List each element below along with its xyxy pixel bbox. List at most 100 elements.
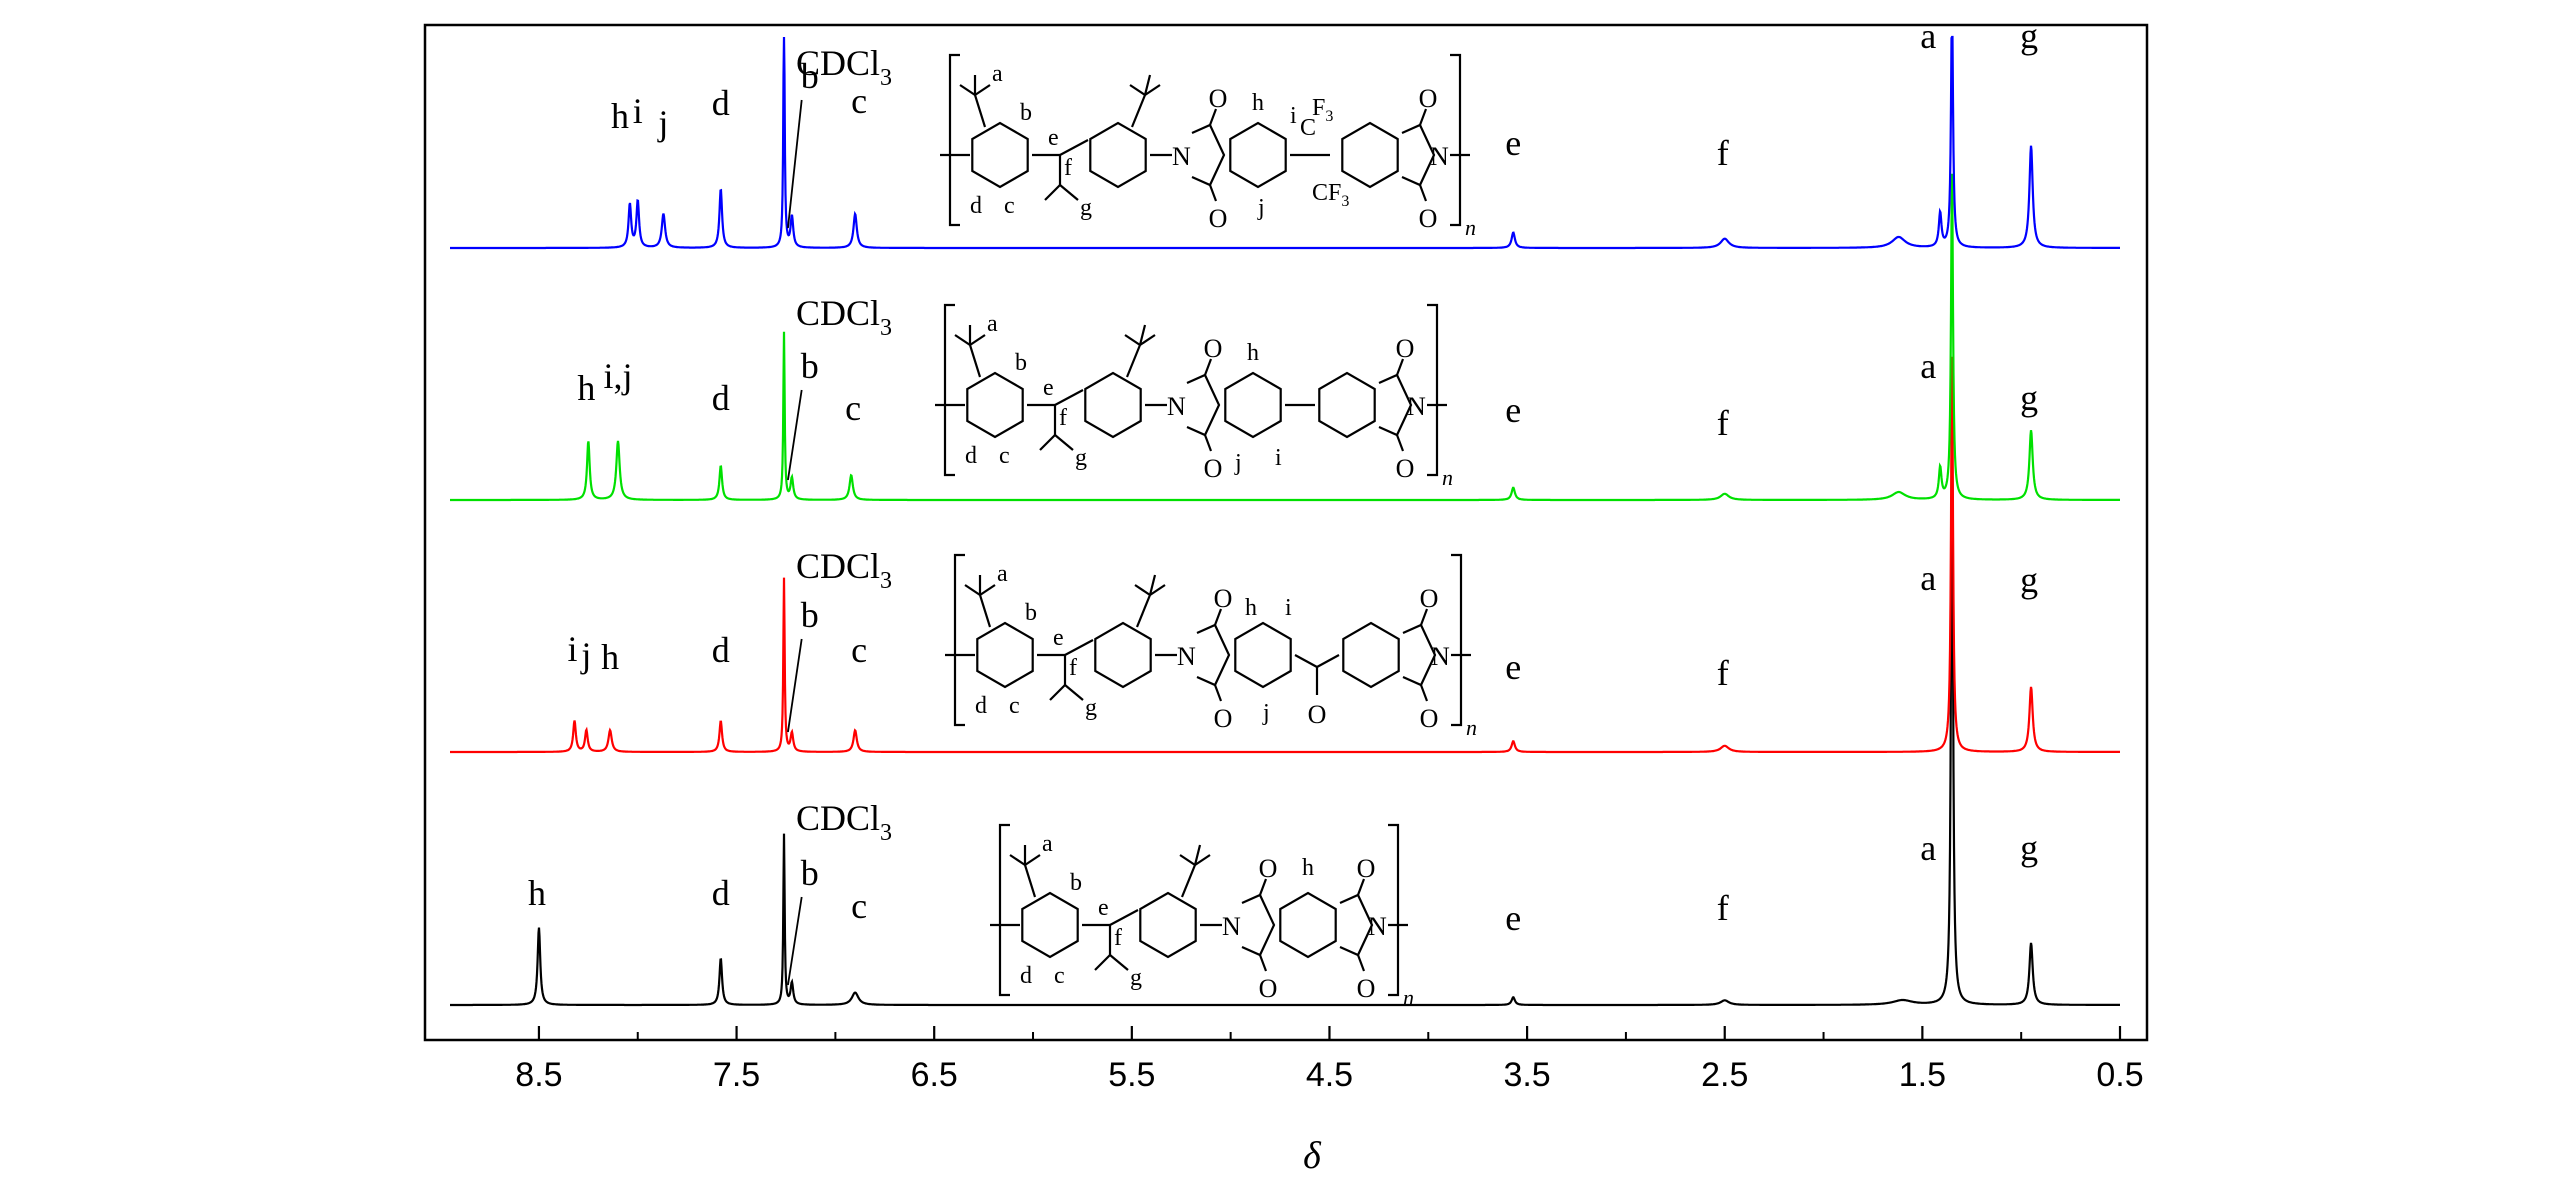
tbutyl-bond	[964, 584, 981, 596]
atom-C: C	[1300, 115, 1316, 141]
tbutyl-bond	[1193, 844, 1202, 866]
peak-label-3-j: j	[579, 635, 591, 675]
atom-N: N	[1407, 392, 1426, 421]
tbutyl-bond	[1194, 854, 1211, 866]
carbonyl-bond	[1419, 608, 1429, 626]
atom-O: O	[1308, 700, 1327, 729]
tbutyl-bond	[1134, 584, 1151, 596]
tbutyl-bond	[969, 334, 986, 346]
atom-N: N	[1222, 912, 1241, 941]
atom-N: N	[1431, 642, 1450, 671]
carbonyl-bond	[1213, 684, 1223, 702]
left-bracket	[953, 553, 965, 727]
atom-CF3: F3	[1312, 95, 1333, 125]
spectrum-line-3	[450, 356, 2120, 754]
peak-label-3-h: h	[601, 637, 619, 677]
x-axis-ticks: 8.5 7.5 6.5 5.5 4.5 3.5 2.5 1.5 0.5	[515, 1026, 2144, 1094]
label-h: h	[1245, 595, 1257, 621]
carbonyl-bond	[1356, 954, 1366, 972]
label-e: e	[1043, 375, 1054, 401]
carbonyl-bond	[1203, 358, 1213, 376]
peak-label-4-g: g	[2020, 828, 2038, 868]
left-bracket	[998, 823, 1010, 997]
peak-label-1-h: h	[611, 96, 629, 136]
left-bracket	[948, 53, 960, 227]
peak-label-4-e: e	[1505, 898, 1521, 938]
label-d: d	[975, 693, 987, 719]
tbutyl-bond	[1148, 574, 1157, 596]
tbutyl-bond	[1130, 94, 1147, 128]
label-g: g	[1075, 445, 1087, 471]
ketone-bond	[1294, 654, 1318, 668]
peak-label-1-e: e	[1505, 123, 1521, 163]
bridge-bond	[1054, 434, 1074, 451]
solvent-label-4: CDCl3	[796, 798, 892, 846]
atom-N: N	[1368, 912, 1387, 941]
bridge-bond	[1059, 184, 1079, 201]
leader-line-b-4	[787, 896, 803, 986]
benzene-ring	[971, 121, 1029, 189]
peak-label-1-a: a	[1920, 16, 1936, 56]
carbonyl-bond	[1356, 878, 1366, 896]
atom-O: O	[1357, 974, 1376, 1003]
atom-O: O	[1209, 84, 1228, 113]
tbutyl-bond	[1144, 84, 1161, 96]
peak-label-1-g: g	[2020, 16, 2038, 56]
x-axis-label: δ	[1303, 1135, 1322, 1177]
label-f: f	[1069, 655, 1077, 681]
label-a: a	[992, 61, 1003, 87]
benzene-ring	[1084, 371, 1142, 439]
peak-label-3-e: e	[1505, 647, 1521, 687]
tbutyl-bond	[1179, 854, 1196, 866]
atom-O: O	[1420, 584, 1439, 613]
x-tick-label: 6.5	[911, 1056, 958, 1094]
peak-label-1-i: i	[633, 91, 643, 131]
spectrum-line-1	[450, 35, 2120, 250]
benzene-ring	[1224, 371, 1282, 439]
tbutyl-bond	[959, 84, 976, 96]
label-d: d	[965, 443, 977, 469]
polymer-subscript: n	[1465, 215, 1476, 240]
atom-O: O	[1419, 204, 1438, 233]
peak-label-2-c: c	[845, 388, 861, 428]
atom-N: N	[1167, 392, 1186, 421]
label-j: j	[1257, 195, 1265, 221]
leader-line-b-3	[787, 638, 803, 733]
spectrum-line-4	[450, 400, 2120, 1007]
peak-label-1-b: b	[801, 56, 819, 96]
peak-label-4-a: a	[1920, 828, 1936, 868]
atom-N: N	[1172, 142, 1191, 171]
benzene-ring	[1229, 121, 1287, 189]
imide-ring	[1402, 623, 1437, 687]
label-f: f	[1114, 925, 1122, 951]
label-i: i	[1275, 445, 1282, 471]
carbonyl-bond	[1208, 108, 1218, 126]
label-h: h	[1247, 340, 1259, 366]
bridge-bond	[1039, 434, 1056, 451]
atom-O: O	[1420, 704, 1439, 733]
label-i: i	[1285, 595, 1292, 621]
peak-label-2-f: f	[1717, 403, 1729, 443]
atom-O: O	[1204, 334, 1223, 363]
benzene-ring	[1318, 371, 1376, 439]
imide-ring	[1401, 123, 1436, 187]
bridge-bond	[1044, 184, 1061, 201]
carbonyl-bond	[1418, 108, 1428, 126]
imide-ring	[1241, 893, 1276, 957]
x-tick-label: 4.5	[1306, 1056, 1353, 1094]
x-tick-label: 2.5	[1701, 1056, 1748, 1094]
label-j: j	[1262, 700, 1270, 726]
label-a: a	[1042, 831, 1053, 857]
bridge-bond	[1109, 909, 1139, 926]
peak-label-2-b: b	[801, 346, 819, 386]
carbonyl-bond	[1208, 184, 1218, 202]
atom-O: O	[1396, 334, 1415, 363]
peak-label-2-d: d	[712, 378, 730, 418]
benzene-ring	[1139, 891, 1197, 959]
carbonyl-bond	[1418, 184, 1428, 202]
label-h: h	[1252, 90, 1264, 116]
imide-ring	[1191, 123, 1226, 187]
tbutyl-bond	[1180, 864, 1197, 898]
label-f: f	[1064, 155, 1072, 181]
